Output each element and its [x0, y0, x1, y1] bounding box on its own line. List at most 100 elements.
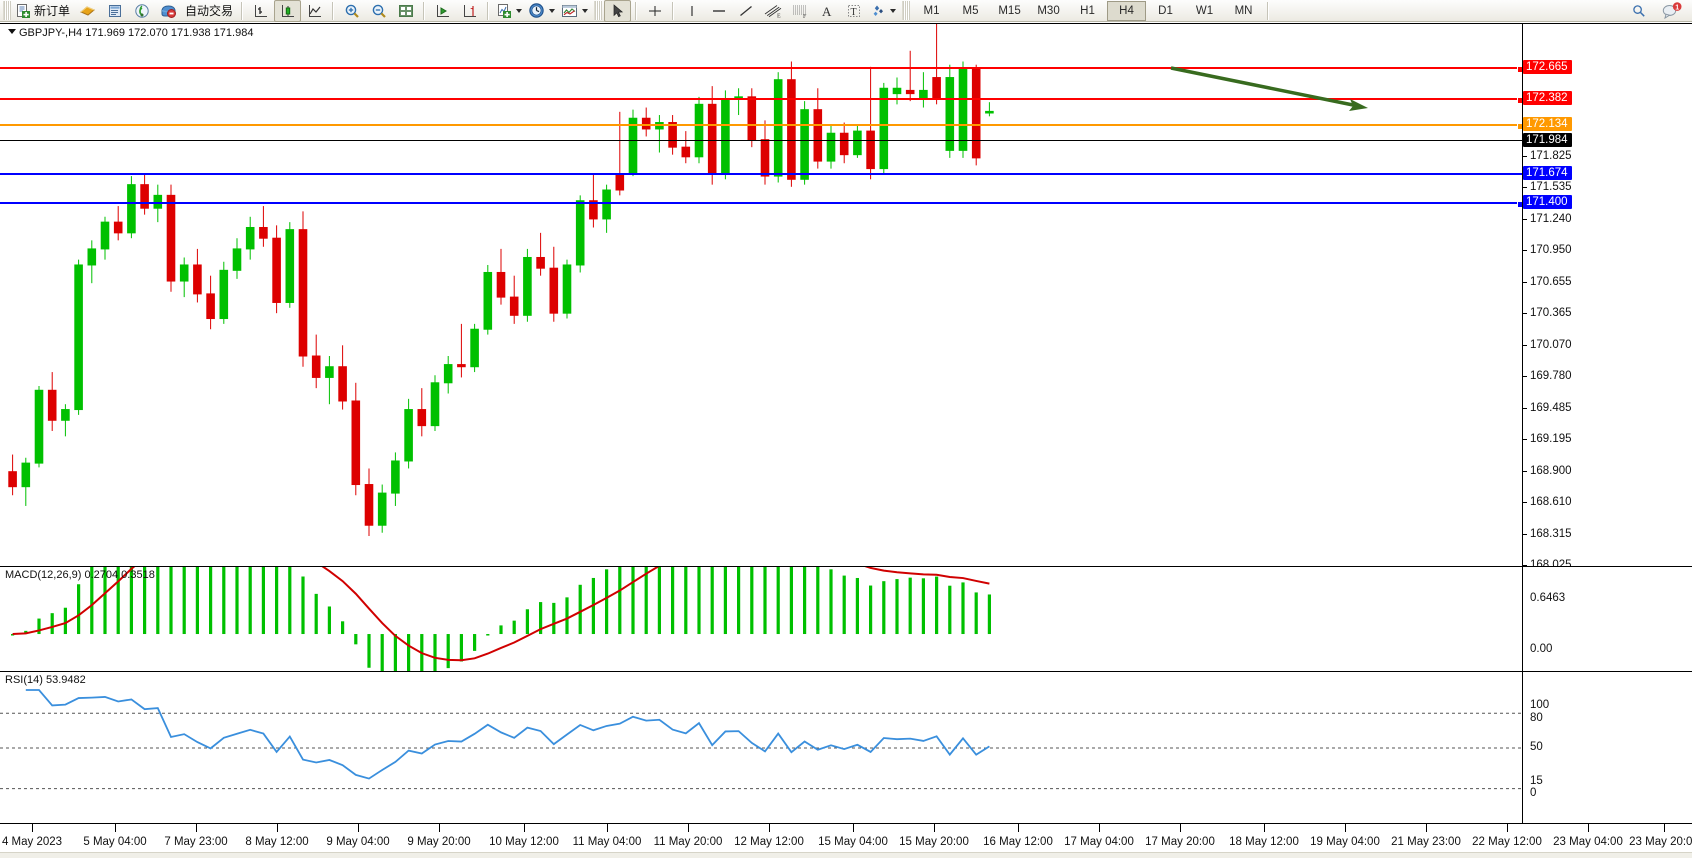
- period-separator-button[interactable]: [525, 0, 558, 22]
- time-axis-label: 22 May 12:00: [1472, 836, 1542, 848]
- chevron-down-icon[interactable]: [890, 8, 897, 13]
- price-level-chip[interactable]: 172.665: [1523, 60, 1572, 74]
- auto-scroll-button[interactable]: [429, 0, 456, 22]
- toolbar-separator: [635, 1, 638, 20]
- expert-advisors-button[interactable]: [74, 0, 101, 22]
- vertical-line-button[interactable]: [678, 0, 705, 22]
- toolbar-separator: [672, 1, 675, 20]
- autotrading-button[interactable]: 自动交易: [182, 0, 237, 22]
- rsi-plot[interactable]: RSI(14) 53.9482: [0, 672, 1523, 823]
- tile-windows-icon: [398, 3, 414, 19]
- shapes-button[interactable]: [867, 0, 899, 22]
- zoom-out-icon: [371, 3, 387, 19]
- price-level-chip[interactable]: 172.382: [1523, 91, 1572, 105]
- notifications-button[interactable]: 1: [1658, 0, 1686, 22]
- text-label-button[interactable]: T: [840, 0, 867, 22]
- timeframe-m30[interactable]: M30: [1037, 4, 1060, 17]
- chart-menu-triangle-icon[interactable]: [8, 29, 16, 34]
- level-line-support-1[interactable]: [0, 173, 1522, 175]
- timeframe-m15[interactable]: M15: [998, 4, 1021, 17]
- tile-windows-button[interactable]: [392, 0, 419, 22]
- svg-text:1: 1: [1675, 4, 1679, 11]
- price-axis-label: 169.195: [1530, 433, 1572, 445]
- navigator-button[interactable]: [101, 0, 128, 22]
- time-axis-tick: [1018, 824, 1019, 832]
- zoom-out-button[interactable]: [365, 0, 392, 22]
- level-handle-support-2[interactable]: [1517, 201, 1522, 208]
- trendline-button[interactable]: [732, 0, 759, 22]
- notifications-icon: 1: [1661, 1, 1683, 20]
- equidistant-channel-button[interactable]: E: [759, 0, 786, 22]
- candlestick-chart-button[interactable]: [274, 0, 302, 22]
- time-axis-label: 15 May 04:00: [818, 836, 888, 848]
- candlestick-chart-icon: [280, 3, 296, 19]
- time-axis-label: 23 May 20:00: [1629, 836, 1692, 848]
- level-handle-resistance-2[interactable]: [1517, 66, 1522, 73]
- chevron-down-icon[interactable]: [582, 8, 589, 13]
- timeframe-h1[interactable]: H1: [1080, 4, 1095, 17]
- timeframe-w1[interactable]: W1: [1195, 4, 1214, 17]
- price-plot[interactable]: GBPJPY-,H4 171.969 172.070 171.938 171.9…: [0, 24, 1523, 566]
- level-handle-pivot[interactable]: [1517, 123, 1522, 130]
- cursor-button[interactable]: [604, 0, 632, 22]
- price-axis-tick: [1523, 565, 1527, 566]
- market-button[interactable]: [155, 0, 182, 22]
- line-chart-button[interactable]: [301, 0, 328, 22]
- chart-area[interactable]: GBPJPY-,H4 171.969 172.070 171.938 171.9…: [0, 23, 1692, 858]
- price-level-chip[interactable]: 171.984: [1523, 133, 1572, 147]
- price-pane[interactable]: GBPJPY-,H4 171.969 172.070 171.938 171.9…: [0, 23, 1692, 566]
- horizontal-line-button[interactable]: [705, 0, 732, 22]
- level-line-pivot[interactable]: [0, 123, 1522, 130]
- templates-button[interactable]: [558, 0, 591, 22]
- time-axis-tick: [524, 824, 525, 832]
- chart-shift-button[interactable]: [456, 0, 483, 22]
- price-level-chip[interactable]: 171.674: [1523, 166, 1572, 180]
- toolbar-separator: [332, 1, 335, 20]
- price-axis-label: 170.655: [1530, 276, 1572, 288]
- search-button[interactable]: [1625, 0, 1652, 22]
- chevron-down-icon[interactable]: [516, 8, 523, 13]
- new-order-button[interactable]: 新订单: [13, 0, 74, 22]
- price-axis[interactable]: 171.825 171.535 171.240 170.950 170.655 170.3…: [1523, 24, 1692, 566]
- price-level-chip[interactable]: 172.134: [1523, 117, 1572, 131]
- timeframe-d1[interactable]: D1: [1158, 4, 1173, 17]
- rsi-axis-label: 15: [1530, 775, 1543, 787]
- macd-pane[interactable]: MACD(12,26,9) 0.2704 0.3518 0.64630.00-0…: [0, 566, 1692, 671]
- level-line-resistance-1[interactable]: [0, 97, 1522, 104]
- fibonacci-button[interactable]: F: [786, 0, 813, 22]
- level-line-resistance-2[interactable]: [0, 66, 1522, 73]
- timeframe-m5[interactable]: M5: [962, 4, 979, 17]
- horizontal-line-icon: [710, 3, 728, 19]
- add-indicator-button[interactable]: [493, 0, 525, 22]
- rsi-pane[interactable]: RSI(14) 53.9482 100 80 50 15 0: [0, 671, 1692, 823]
- price-level-chip[interactable]: 171.400: [1523, 195, 1572, 209]
- rsi-axis-label: 100: [1530, 699, 1550, 711]
- text-button[interactable]: A: [813, 0, 840, 22]
- chevron-down-icon[interactable]: [549, 8, 556, 13]
- timeframe-mn[interactable]: MN: [1234, 4, 1253, 17]
- search-icon: [1631, 3, 1647, 19]
- toolbar-grip[interactable]: [902, 1, 911, 20]
- signals-icon: [134, 3, 150, 19]
- level-line-current-price[interactable]: [0, 140, 1522, 141]
- time-axis-label: 9 May 04:00: [326, 836, 390, 848]
- price-axis-tick: [1523, 219, 1527, 220]
- price-axis-label: 168.315: [1530, 528, 1572, 540]
- price-axis-tick: [1523, 376, 1527, 377]
- signals-button[interactable]: [128, 0, 155, 22]
- crosshair-button[interactable]: [641, 0, 668, 22]
- time-axis-tick: [196, 824, 197, 832]
- level-line-support-2[interactable]: [0, 201, 1522, 208]
- time-axis-tick: [934, 824, 935, 832]
- rsi-axis: 100 80 50 15 0: [1523, 672, 1692, 823]
- toolbar-separator: [241, 1, 244, 20]
- timeframe-h4[interactable]: H4: [1107, 0, 1147, 21]
- macd-plot[interactable]: MACD(12,26,9) 0.2704 0.3518: [0, 567, 1523, 671]
- bar-chart-button[interactable]: [247, 0, 274, 22]
- level-handle-resistance-1[interactable]: [1517, 97, 1522, 104]
- zoom-in-button[interactable]: [338, 0, 365, 22]
- text-a-icon: A: [820, 3, 834, 19]
- toolbar-grip[interactable]: [3, 1, 11, 20]
- toolbar-grip[interactable]: [594, 1, 603, 20]
- timeframe-m1[interactable]: M1: [923, 4, 940, 17]
